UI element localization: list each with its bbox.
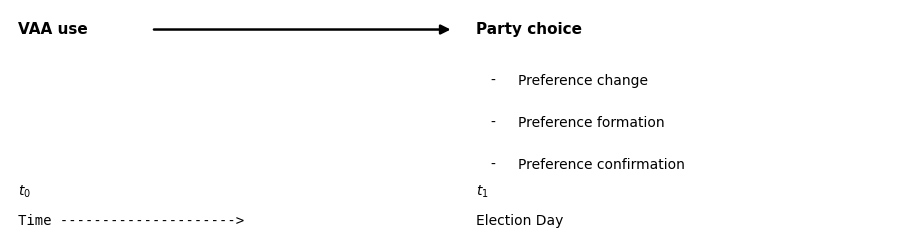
- Text: -: -: [490, 158, 495, 172]
- Text: -: -: [490, 74, 495, 88]
- Text: $t_0$: $t_0$: [18, 184, 31, 200]
- Text: Party choice: Party choice: [476, 22, 583, 37]
- Text: Preference confirmation: Preference confirmation: [518, 158, 684, 172]
- Text: $t_1$: $t_1$: [476, 184, 489, 200]
- Text: Preference change: Preference change: [518, 74, 648, 88]
- Text: Preference formation: Preference formation: [518, 116, 664, 130]
- Text: VAA use: VAA use: [18, 22, 88, 37]
- Text: Time --------------------->: Time --------------------->: [18, 215, 253, 228]
- Text: Election Day: Election Day: [476, 215, 563, 228]
- Text: -: -: [490, 116, 495, 130]
